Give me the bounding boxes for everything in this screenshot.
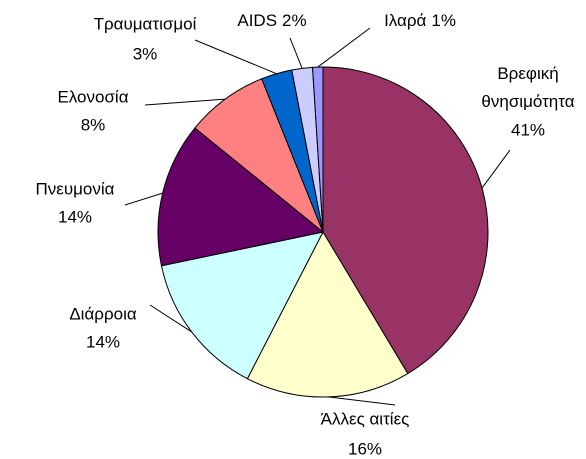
value-label: 14% [58, 207, 92, 226]
category-label: Διάρροια [69, 304, 137, 323]
leader-line [289, 37, 303, 69]
leader-line [144, 98, 226, 106]
category-label: Βρεφική [497, 64, 558, 83]
pie-slice [157, 127, 325, 267]
leader-line [328, 396, 396, 406]
value-label: 3% [133, 44, 158, 63]
category-label: Ελονοσία [57, 87, 128, 106]
value-label: 1% [431, 11, 456, 30]
slice-label: Βρεφική θνησιμότητα [481, 64, 574, 111]
pie-slice [322, 66, 489, 375]
category-label: θνησιμότητα [481, 92, 574, 111]
category-label: AIDS [237, 11, 277, 30]
value-label: 14% [86, 332, 120, 351]
leader-line [481, 149, 511, 189]
leader-line [194, 39, 277, 75]
leader-line [124, 192, 163, 206]
value-label: 8% [81, 115, 106, 134]
category-label: Τραυματισμοί [94, 14, 197, 33]
value-label: 2% [282, 11, 307, 30]
leader-line [149, 304, 192, 333]
category-label: Ιλαρά [384, 11, 426, 30]
slice-label: AIDS 2% [237, 11, 306, 30]
pie-slice [312, 66, 324, 233]
category-label: Πνευμονία [35, 179, 114, 198]
slice-label: Ιλαρά 1% [384, 11, 456, 30]
value-label: 41% [511, 120, 545, 139]
value-label: 16% [348, 439, 382, 458]
leader-line [317, 27, 371, 68]
pie-slice [160, 231, 324, 380]
category-label: Άλλες αιτίες [321, 409, 410, 428]
